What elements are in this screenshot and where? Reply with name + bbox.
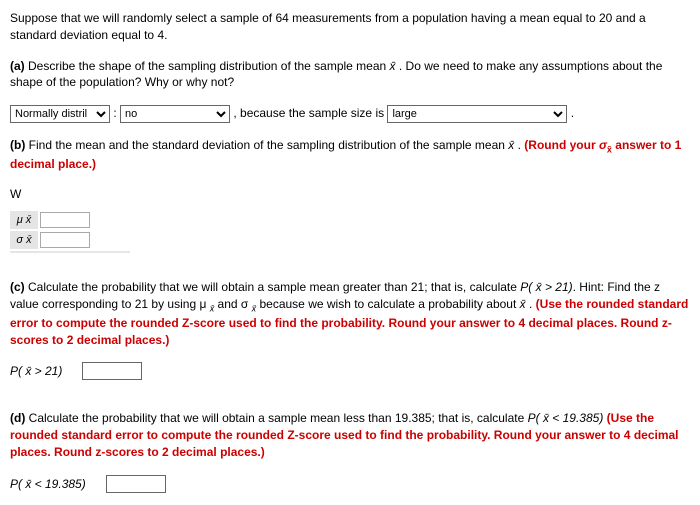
part-d-answer-line: P( x̄ < 19.385): [10, 475, 690, 493]
part-c-text-1: Calculate the probability that we will o…: [28, 280, 520, 294]
part-c-text-5: .: [526, 297, 536, 311]
part-a-label: (a): [10, 59, 28, 73]
mu-row: μ x̄: [10, 211, 690, 229]
part-b-prompt: (b) Find the mean and the standard devia…: [10, 137, 690, 173]
shape-select[interactable]: Normally distril: [10, 105, 110, 123]
part-c-input[interactable]: [82, 362, 142, 380]
part-c-answer-line: P( x̄ > 21): [10, 362, 690, 380]
part-b-text-2: .: [514, 138, 524, 152]
part-d-ans-label: P( x̄ < 19.385): [10, 477, 86, 491]
part-c-text-3: and σ: [214, 297, 251, 311]
part-b-answers: μ x̄ σ x̄: [10, 211, 690, 253]
size-select[interactable]: large: [387, 105, 567, 123]
sigma-label: σ x̄: [10, 231, 38, 249]
sigma-row: σ x̄: [10, 231, 690, 249]
sigma-input[interactable]: [40, 232, 90, 248]
sigma-sub: x̄: [607, 145, 612, 155]
because-text: , because the sample size is: [230, 106, 387, 120]
intro-text: Suppose that we will randomly select a s…: [10, 10, 690, 44]
part-b-text-1: Find the mean and the standard deviation…: [29, 138, 509, 152]
part-a-text-1: Describe the shape of the sampling distr…: [28, 59, 390, 73]
part-a-prompt: (a) Describe the shape of the sampling d…: [10, 58, 690, 92]
part-d-input[interactable]: [106, 475, 166, 493]
mu-label: μ x̄: [10, 211, 38, 229]
part-d-pexpr: P( x̄ < 19.385): [528, 411, 604, 425]
part-d-text-1: Calculate the probability that we will o…: [29, 411, 528, 425]
part-c-prompt: (c) Calculate the probability that we wi…: [10, 279, 690, 348]
part-c-text-4: because we wish to calculate a probabili…: [256, 297, 520, 311]
part-b-round-1: (Round your: [524, 138, 599, 152]
sigma-sym: σ: [599, 138, 607, 152]
part-c-pexpr: P( x̄ > 21): [520, 280, 572, 294]
part-a-answer-line: Normally distril : no , because the samp…: [10, 105, 690, 123]
w-label: W: [10, 187, 690, 201]
part-d-label: (d): [10, 411, 29, 425]
part-d-prompt: (d) Calculate the probability that we wi…: [10, 410, 690, 460]
part-b-label: (b): [10, 138, 29, 152]
mu-input[interactable]: [40, 212, 90, 228]
assumption-select[interactable]: no: [120, 105, 230, 123]
period: .: [567, 106, 574, 120]
part-c-ans-label: P( x̄ > 21): [10, 364, 62, 378]
part-c-label: (c): [10, 280, 28, 294]
colon: :: [113, 106, 116, 120]
